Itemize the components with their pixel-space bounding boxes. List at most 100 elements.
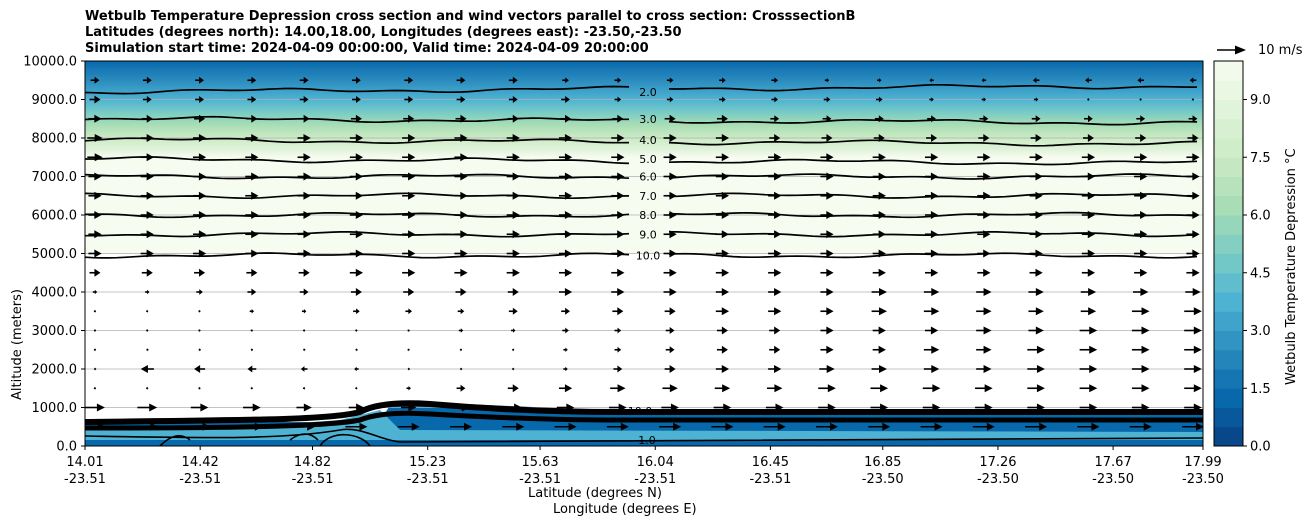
wind-vector [349, 268, 364, 277]
wind-vector [146, 386, 149, 390]
wind-vector [508, 76, 518, 84]
colorbar-tick-label: 1.5 [1250, 382, 1271, 397]
wind-vector [874, 115, 884, 123]
wind-vector [88, 172, 102, 181]
wind-vector [611, 249, 625, 258]
wind-vector [454, 211, 468, 219]
wind-vector [297, 153, 311, 162]
wind-vector [1131, 307, 1150, 316]
colorbar-band [1214, 311, 1243, 331]
wind-vector [1186, 268, 1200, 277]
wind-vector [350, 114, 362, 123]
contour-label: 4.0 [639, 134, 657, 147]
wind-vector [406, 386, 411, 391]
wind-vector [507, 288, 519, 296]
x-tick-label-lat: 14.01 [66, 455, 103, 470]
wind-vector [192, 249, 207, 258]
wind-vector [297, 134, 311, 142]
wind-vector [349, 172, 364, 181]
wind-vector [664, 365, 676, 373]
wind-vector [511, 328, 516, 333]
wind-vector [297, 211, 311, 219]
wind-vector [611, 191, 625, 200]
wind-vector [407, 328, 410, 333]
wind-vector [606, 422, 629, 431]
wind-vector [872, 191, 886, 200]
wind-vector [141, 114, 153, 123]
wind-vector [1032, 77, 1040, 84]
wind-vector [769, 326, 781, 335]
wind-vector [666, 96, 674, 103]
x-tick-label-lon: -23.51 [292, 472, 334, 487]
wind-vector [297, 191, 311, 200]
wind-vector [192, 230, 207, 239]
wind-vector [1031, 115, 1041, 123]
x-tick-label-lat: 17.99 [1184, 455, 1221, 470]
colorbar-band [1214, 426, 1243, 447]
wind-vector [249, 309, 255, 314]
x-tick-label-lon: -23.51 [64, 472, 106, 487]
wind-vector [1185, 288, 1201, 296]
wind-vector [820, 249, 834, 258]
contour-label: 2.0 [639, 86, 657, 99]
wind-vector [454, 268, 468, 277]
wind-vector [397, 422, 420, 431]
wind-vector [562, 327, 569, 334]
wind-vector [1186, 211, 1200, 219]
wind-vector [711, 422, 734, 431]
wind-vector [663, 172, 677, 181]
wind-vector [818, 403, 836, 412]
wind-vectors [85, 76, 1203, 431]
wind-vector [195, 76, 204, 84]
wind-vector [502, 422, 525, 431]
wind-vector [1184, 384, 1202, 393]
wind-vector [245, 249, 259, 258]
wind-vector [146, 348, 149, 352]
wind-vector [1134, 153, 1148, 162]
wind-vector [977, 211, 991, 219]
wind-vector [1025, 422, 1048, 431]
wind-vector [1184, 307, 1202, 316]
y-tick-label: 6000.0 [32, 209, 78, 224]
colorbar-tick-label: 7.5 [1250, 151, 1271, 166]
wind-vector [1186, 172, 1200, 181]
wind-vector [768, 268, 782, 277]
wind-vector [614, 77, 622, 84]
wind-vector [89, 95, 101, 104]
x-tick-label-lon: -23.50 [862, 472, 904, 487]
wind-vector [558, 172, 573, 181]
wind-vector [976, 288, 992, 296]
wind-vector [198, 328, 201, 333]
wind-vector [140, 365, 154, 373]
wind-vector [298, 114, 310, 123]
wind-vector [454, 172, 468, 181]
wind-vector [820, 172, 834, 181]
wind-vector [190, 403, 209, 412]
wind-vector [140, 134, 154, 142]
colorbar-band [1214, 176, 1243, 197]
wind-vector [920, 422, 943, 431]
wind-vector [820, 230, 834, 239]
wind-vector [926, 134, 938, 142]
wind-vector [1129, 422, 1152, 431]
wind-vector [140, 153, 154, 162]
moisture-field-upper [85, 61, 1203, 254]
y-axis-label: Altitude (meters) [10, 289, 25, 400]
wind-vector [872, 268, 886, 277]
wind-vector [349, 211, 364, 219]
wind-vector [506, 230, 520, 239]
wind-vector [194, 365, 206, 373]
wind-vector [1027, 384, 1045, 393]
y-tick-label: 3000.0 [32, 324, 78, 339]
wind-vector [1085, 77, 1092, 84]
wind-vector [768, 211, 782, 219]
wind-vector [456, 384, 466, 392]
wind-vector [454, 153, 468, 162]
x-tick-label-lat: 16.04 [637, 455, 674, 470]
x-tick-label-lat: 16.45 [752, 455, 789, 470]
wind-vector [404, 96, 414, 103]
wind-vector [1184, 403, 1202, 412]
wind-vector [85, 422, 106, 431]
wind-vector [715, 307, 730, 316]
wind-vector [145, 289, 150, 295]
